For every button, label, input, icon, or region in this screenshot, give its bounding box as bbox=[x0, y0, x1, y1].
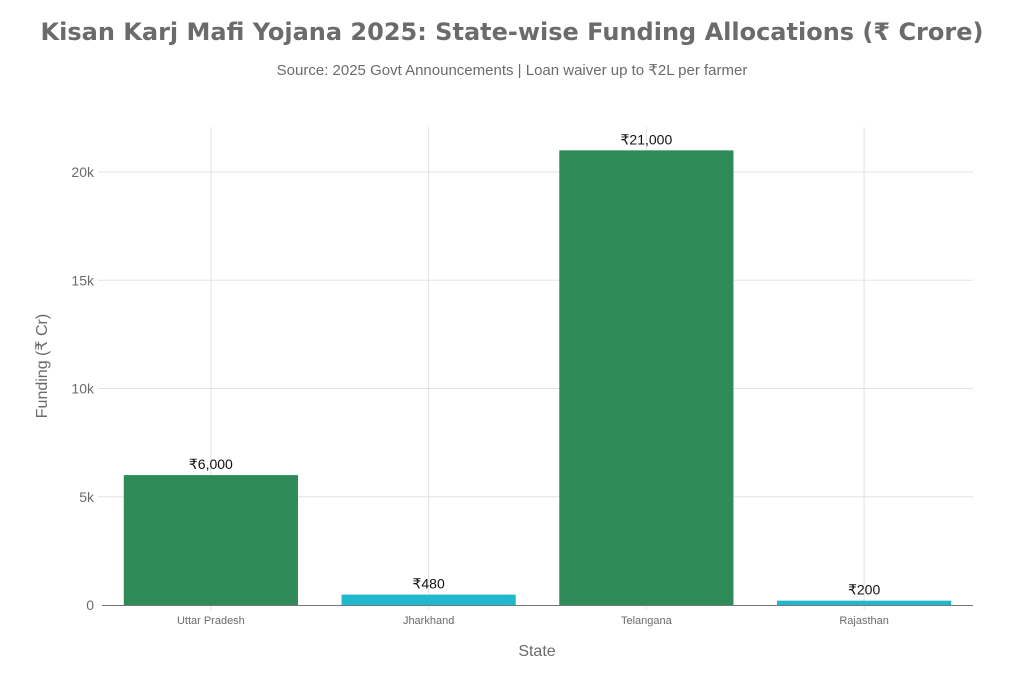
y-axis-label: Funding (₹ Cr) bbox=[34, 314, 51, 418]
y-tick-label: 0 bbox=[86, 597, 94, 613]
x-tick-label: Telangana bbox=[621, 615, 673, 627]
data-label: ₹6,000 bbox=[189, 456, 233, 472]
data-label: ₹200 bbox=[848, 582, 880, 598]
y-tick-label: 5k bbox=[79, 489, 95, 505]
bar-jharkhand[interactable] bbox=[341, 594, 516, 605]
data-label: ₹480 bbox=[412, 576, 444, 592]
bar-telangana[interactable] bbox=[559, 150, 734, 605]
x-tick-label: Jharkhand bbox=[403, 615, 454, 627]
x-axis-label: State bbox=[518, 643, 555, 660]
chart-title: Kisan Karj Mafi Yojana 2025: State-wise … bbox=[40, 18, 984, 46]
y-tick-label: 15k bbox=[71, 272, 95, 288]
x-tick-label: Rajasthan bbox=[839, 615, 889, 627]
y-tick-label: 20k bbox=[71, 164, 95, 180]
data-label: ₹21,000 bbox=[621, 131, 673, 147]
bar-uttar-pradesh[interactable] bbox=[123, 475, 298, 605]
y-tick-label: 10k bbox=[71, 381, 95, 397]
bar-rajasthan[interactable] bbox=[777, 600, 952, 605]
chart-subtitle: Source: 2025 Govt Announcements | Loan w… bbox=[276, 62, 748, 79]
x-tick-label: Uttar Pradesh bbox=[177, 615, 245, 627]
